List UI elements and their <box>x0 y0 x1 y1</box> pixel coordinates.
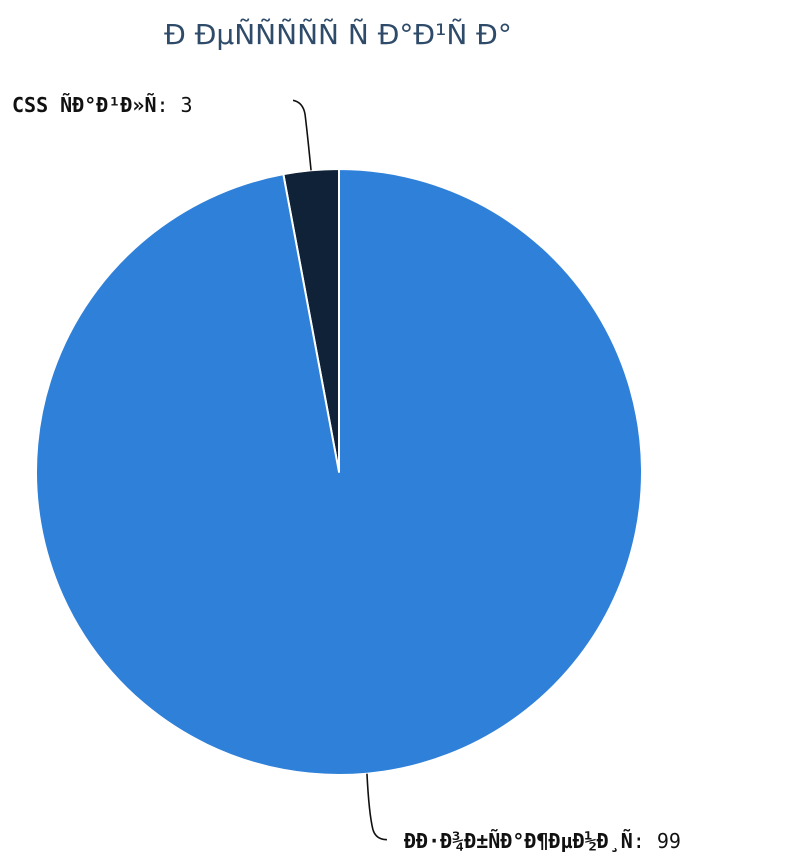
slice-label-images: ÐÐ·Ð¾Ð±ÑÐ°Ð¶ÐµÐ½Ð¸Ñ: 99 <box>404 829 681 853</box>
slice-label-css-separator: : <box>157 93 169 117</box>
slice-label-css-value: 3 <box>181 93 193 117</box>
slice-label-images-name: ÐÐ·Ð¾Ð±ÑÐ°Ð¶ÐµÐ½Ð¸Ñ <box>404 829 633 853</box>
slice-leader-line-css <box>292 99 312 171</box>
slice-label-css: CSS ÑÐ°Ð¹Ð»Ñ: 3 <box>12 93 193 117</box>
chart-title: Ð ÐµÑÑÑÑÑ Ñ Ð°Ð¹Ñ Ð° <box>164 18 512 51</box>
slice-leader-line-images <box>366 773 387 841</box>
slice-label-images-separator: : <box>633 829 645 853</box>
pie-slice-images <box>35 168 643 776</box>
slice-label-images-value: 99 <box>657 829 681 853</box>
slice-label-css-name: CSS ÑÐ°Ð¹Ð»Ñ <box>12 93 157 117</box>
pie-slices <box>35 168 643 776</box>
